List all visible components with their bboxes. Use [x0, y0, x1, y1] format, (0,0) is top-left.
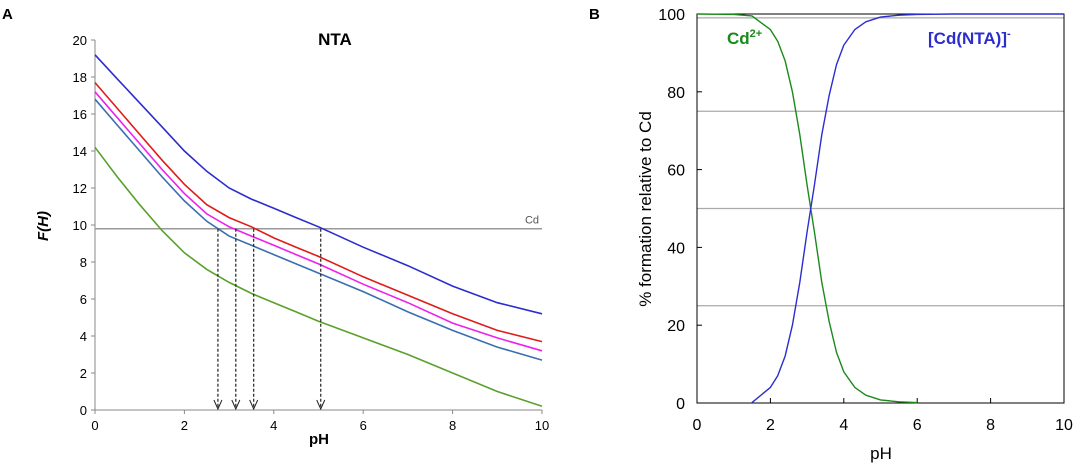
- panel-a-y-tick-label: 0: [80, 403, 87, 418]
- panel-a-ylabel: F(H): [35, 211, 52, 241]
- panel-a-x-tick-label: 4: [270, 418, 277, 433]
- cd-curve: [696, 13, 918, 404]
- panel-a-y-tick-label: 14: [73, 144, 87, 159]
- panel-b-x-tick-label: 8: [986, 417, 995, 434]
- series-line-red: [94, 82, 543, 343]
- panel-a-x-tick-label: 2: [181, 418, 188, 433]
- panel-b-frame: [696, 13, 1065, 404]
- panel-a-y-tick-label: 8: [80, 255, 87, 270]
- ph-arrow-head: [249, 399, 259, 411]
- panel-b-x-tick-label: 0: [693, 417, 702, 434]
- panel-b-label: B: [589, 6, 600, 23]
- panel-b-y-tick-label: 0: [676, 396, 685, 413]
- panel-a-title: NTA: [318, 30, 352, 49]
- panel-a-y-tick-label: 12: [73, 181, 87, 196]
- panel-a-chart: 0 2 4 6 8 10 12 14 16 18 20 0 2 4 6 8 10 Cd: [73, 33, 550, 433]
- panel-b-chart: 0 20 40 60 80 100 0 2 4 6 8 10: [658, 7, 1073, 434]
- panel-b-y-tick-label: 40: [667, 240, 685, 257]
- ph-arrow-head: [213, 399, 223, 411]
- panel-b-y-tick-label: 100: [658, 7, 685, 24]
- panel-b-ylabel: % formation relative to Cd: [636, 111, 655, 307]
- panel-a-y-tick-label: 2: [80, 366, 87, 381]
- cd-nta-series-label: [Cd(NTA)]-: [928, 28, 1011, 48]
- panel-a-y-tick-label: 20: [73, 33, 87, 48]
- series-line-blue: [94, 54, 543, 315]
- panel-a-y-tick-label: 10: [73, 218, 87, 233]
- panel-b-x-tick-label: 2: [766, 417, 775, 434]
- cd-reference-label: Cd: [525, 215, 539, 227]
- panel-a-y-tick-label: 18: [73, 70, 87, 85]
- panel-a-x-tick-label: 10: [535, 418, 549, 433]
- ph-arrow-head: [316, 399, 326, 411]
- panel-b-y-tick-label: 20: [667, 318, 685, 335]
- panel-a-x-tick-label: 8: [449, 418, 456, 433]
- panel-b-y-tick-label: 60: [667, 163, 685, 180]
- panel-a-y-tick-label: 6: [80, 292, 87, 307]
- ph-arrow-head: [231, 399, 241, 411]
- panel-a-x-tick-label: 6: [360, 418, 367, 433]
- panel-b-xlabel: pH: [870, 444, 892, 463]
- panel-a-y-tick-label: 4: [80, 329, 87, 344]
- cd-series-label: Cd2+: [727, 28, 762, 48]
- panel-a-x-tick-label: 0: [91, 418, 98, 433]
- panel-a-y-tick-label: 16: [73, 107, 87, 122]
- panel-b-y-tick-label: 80: [667, 85, 685, 102]
- panel-b-x-tick-label: 4: [839, 417, 848, 434]
- series-line-magenta: [94, 91, 543, 352]
- series-line-green: [94, 146, 543, 408]
- series-line-steel-blue: [94, 98, 543, 361]
- panel-b-x-tick-label: 10: [1055, 417, 1073, 434]
- panel-b-x-tick-label: 6: [913, 417, 922, 434]
- panel-a-label: A: [2, 6, 13, 23]
- cd-nta-curve: [751, 13, 1064, 404]
- panel-a-xlabel: pH: [309, 431, 329, 448]
